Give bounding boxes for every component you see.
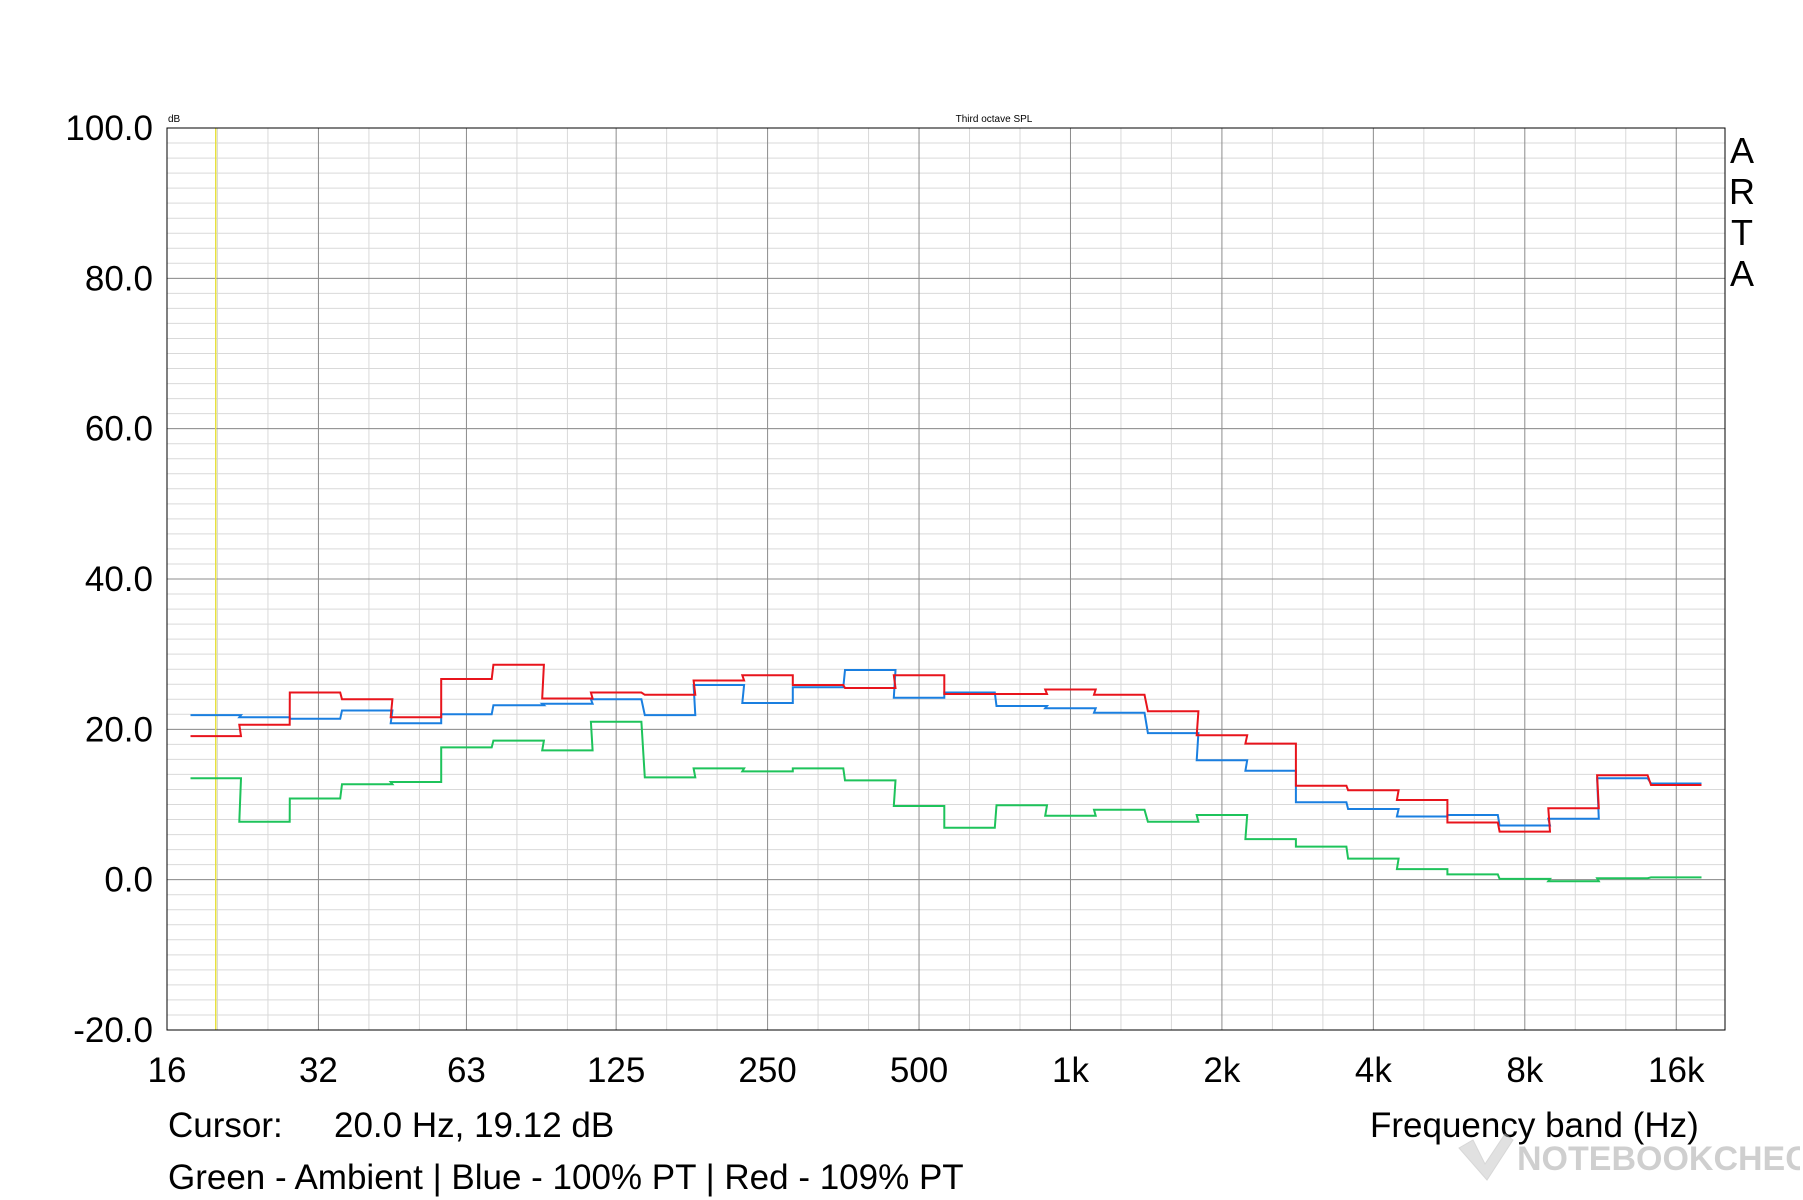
y-tick-label: -20.0 [73, 1011, 153, 1050]
x-tick-label: 1k [1052, 1051, 1089, 1090]
x-tick-label: 32 [299, 1051, 338, 1090]
x-tick-label: 500 [890, 1051, 948, 1090]
y-tick-label: 100.0 [65, 109, 153, 148]
y-tick-label: 40.0 [85, 560, 153, 599]
y-tick-label: 60.0 [85, 410, 153, 449]
y-tick-label: 20.0 [85, 710, 153, 749]
chart-title: Third octave SPL [956, 114, 1033, 125]
x-tick-label: 4k [1355, 1051, 1392, 1090]
y-tick-label: 80.0 [85, 259, 153, 298]
brand-letter: A [1730, 130, 1754, 171]
y-unit-label: dB [168, 114, 181, 125]
cursor-readout: 20.0 Hz, 19.12 dB [334, 1106, 615, 1145]
checkmark-logo-icon [1458, 1133, 1514, 1181]
series-layer [190, 663, 1702, 883]
y-tick-label: 0.0 [104, 861, 153, 900]
x-axis-ticks: 16 32 63 125 250 500 1k 2k 4k 8k 16k [148, 1051, 1705, 1090]
x-tick-label: 8k [1506, 1051, 1543, 1090]
cursor-label: Cursor: [168, 1106, 283, 1145]
x-tick-label: 63 [447, 1051, 486, 1090]
plot-frame [166, 127, 1726, 1031]
x-tick-label: 16 [148, 1051, 187, 1090]
y-axis-ticks: 100.0 80.0 60.0 40.0 20.0 0.0 -20.0 [65, 109, 153, 1050]
series-line-2 [190, 663, 1702, 833]
x-tick-label: 125 [587, 1051, 645, 1090]
brand-letter: R [1729, 171, 1755, 212]
notebookcheck-watermark: NOTEBOOKCHECK [1458, 1133, 1800, 1181]
legend-text: Green - Ambient | Blue - 100% PT | Red -… [168, 1158, 964, 1197]
brand-letter: A [1730, 253, 1754, 294]
series-line-0 [190, 720, 1702, 883]
x-tick-label: 250 [738, 1051, 796, 1090]
x-tick-label: 16k [1648, 1051, 1705, 1090]
watermark-text: NOTEBOOKCHECK [1517, 1140, 1800, 1178]
brand-letter: T [1731, 212, 1753, 253]
x-tick-label: 2k [1203, 1051, 1240, 1090]
